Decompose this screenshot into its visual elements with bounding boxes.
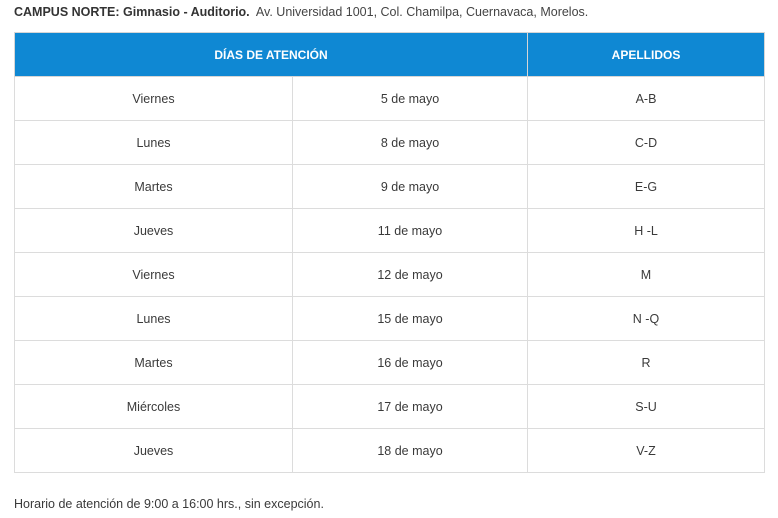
cell-date: 9 de mayo <box>292 164 528 209</box>
cell-surnames: A-B <box>527 76 765 121</box>
cell-surnames: C-D <box>527 120 765 165</box>
cell-surnames: M <box>527 252 765 297</box>
cell-date: 5 de mayo <box>292 76 528 121</box>
schedule-table: DÍAS DE ATENCIÓN APELLIDOS Viernes 5 de m… <box>14 32 765 473</box>
cell-day: Viernes <box>14 76 293 121</box>
cell-surnames: S-U <box>527 384 765 429</box>
table-row: Viernes 12 de mayo M <box>14 252 765 297</box>
table-row: Lunes 8 de mayo C-D <box>14 120 765 165</box>
table-row: Lunes 15 de mayo N -Q <box>14 296 765 341</box>
cell-day: Lunes <box>14 296 293 341</box>
table-header-row: DÍAS DE ATENCIÓN APELLIDOS <box>14 32 765 77</box>
cell-date: 16 de mayo <box>292 340 528 385</box>
cell-surnames: E-G <box>527 164 765 209</box>
cell-surnames: V-Z <box>527 428 765 473</box>
table-row: Miércoles 17 de mayo S-U <box>14 384 765 429</box>
cell-surnames: N -Q <box>527 296 765 341</box>
table-row: Viernes 5 de mayo A-B <box>14 76 765 121</box>
campus-heading: CAMPUS NORTE: Gimnasio - Auditorio. Av. … <box>14 4 588 20</box>
campus-address: Av. Universidad 1001, Col. Chamilpa, Cue… <box>255 5 589 19</box>
cell-date: 17 de mayo <box>292 384 528 429</box>
table-row: Jueves 18 de mayo V-Z <box>14 428 765 473</box>
cell-day: Martes <box>14 340 293 385</box>
header-surnames: APELLIDOS <box>527 32 765 77</box>
cell-date: 12 de mayo <box>292 252 528 297</box>
table-row: Martes 16 de mayo R <box>14 340 765 385</box>
cell-day: Jueves <box>14 428 293 473</box>
schedule-note: Horario de atención de 9:00 a 16:00 hrs.… <box>14 497 324 511</box>
table-row: Jueves 11 de mayo H -L <box>14 208 765 253</box>
cell-date: 8 de mayo <box>292 120 528 165</box>
cell-day: Jueves <box>14 208 293 253</box>
cell-day: Viernes <box>14 252 293 297</box>
header-days: DÍAS DE ATENCIÓN <box>14 32 528 77</box>
cell-date: 18 de mayo <box>292 428 528 473</box>
cell-day: Miércoles <box>14 384 293 429</box>
cell-surnames: H -L <box>527 208 765 253</box>
cell-day: Lunes <box>14 120 293 165</box>
table-row: Martes 9 de mayo E-G <box>14 164 765 209</box>
campus-name: CAMPUS NORTE: Gimnasio - Auditorio. <box>14 5 250 19</box>
schedule-body: Viernes 5 de mayo A-B Lunes 8 de mayo C-D Mart… <box>14 76 765 473</box>
cell-surnames: R <box>527 340 765 385</box>
cell-date: 15 de mayo <box>292 296 528 341</box>
cell-day: Martes <box>14 164 293 209</box>
cell-date: 11 de mayo <box>292 208 528 253</box>
